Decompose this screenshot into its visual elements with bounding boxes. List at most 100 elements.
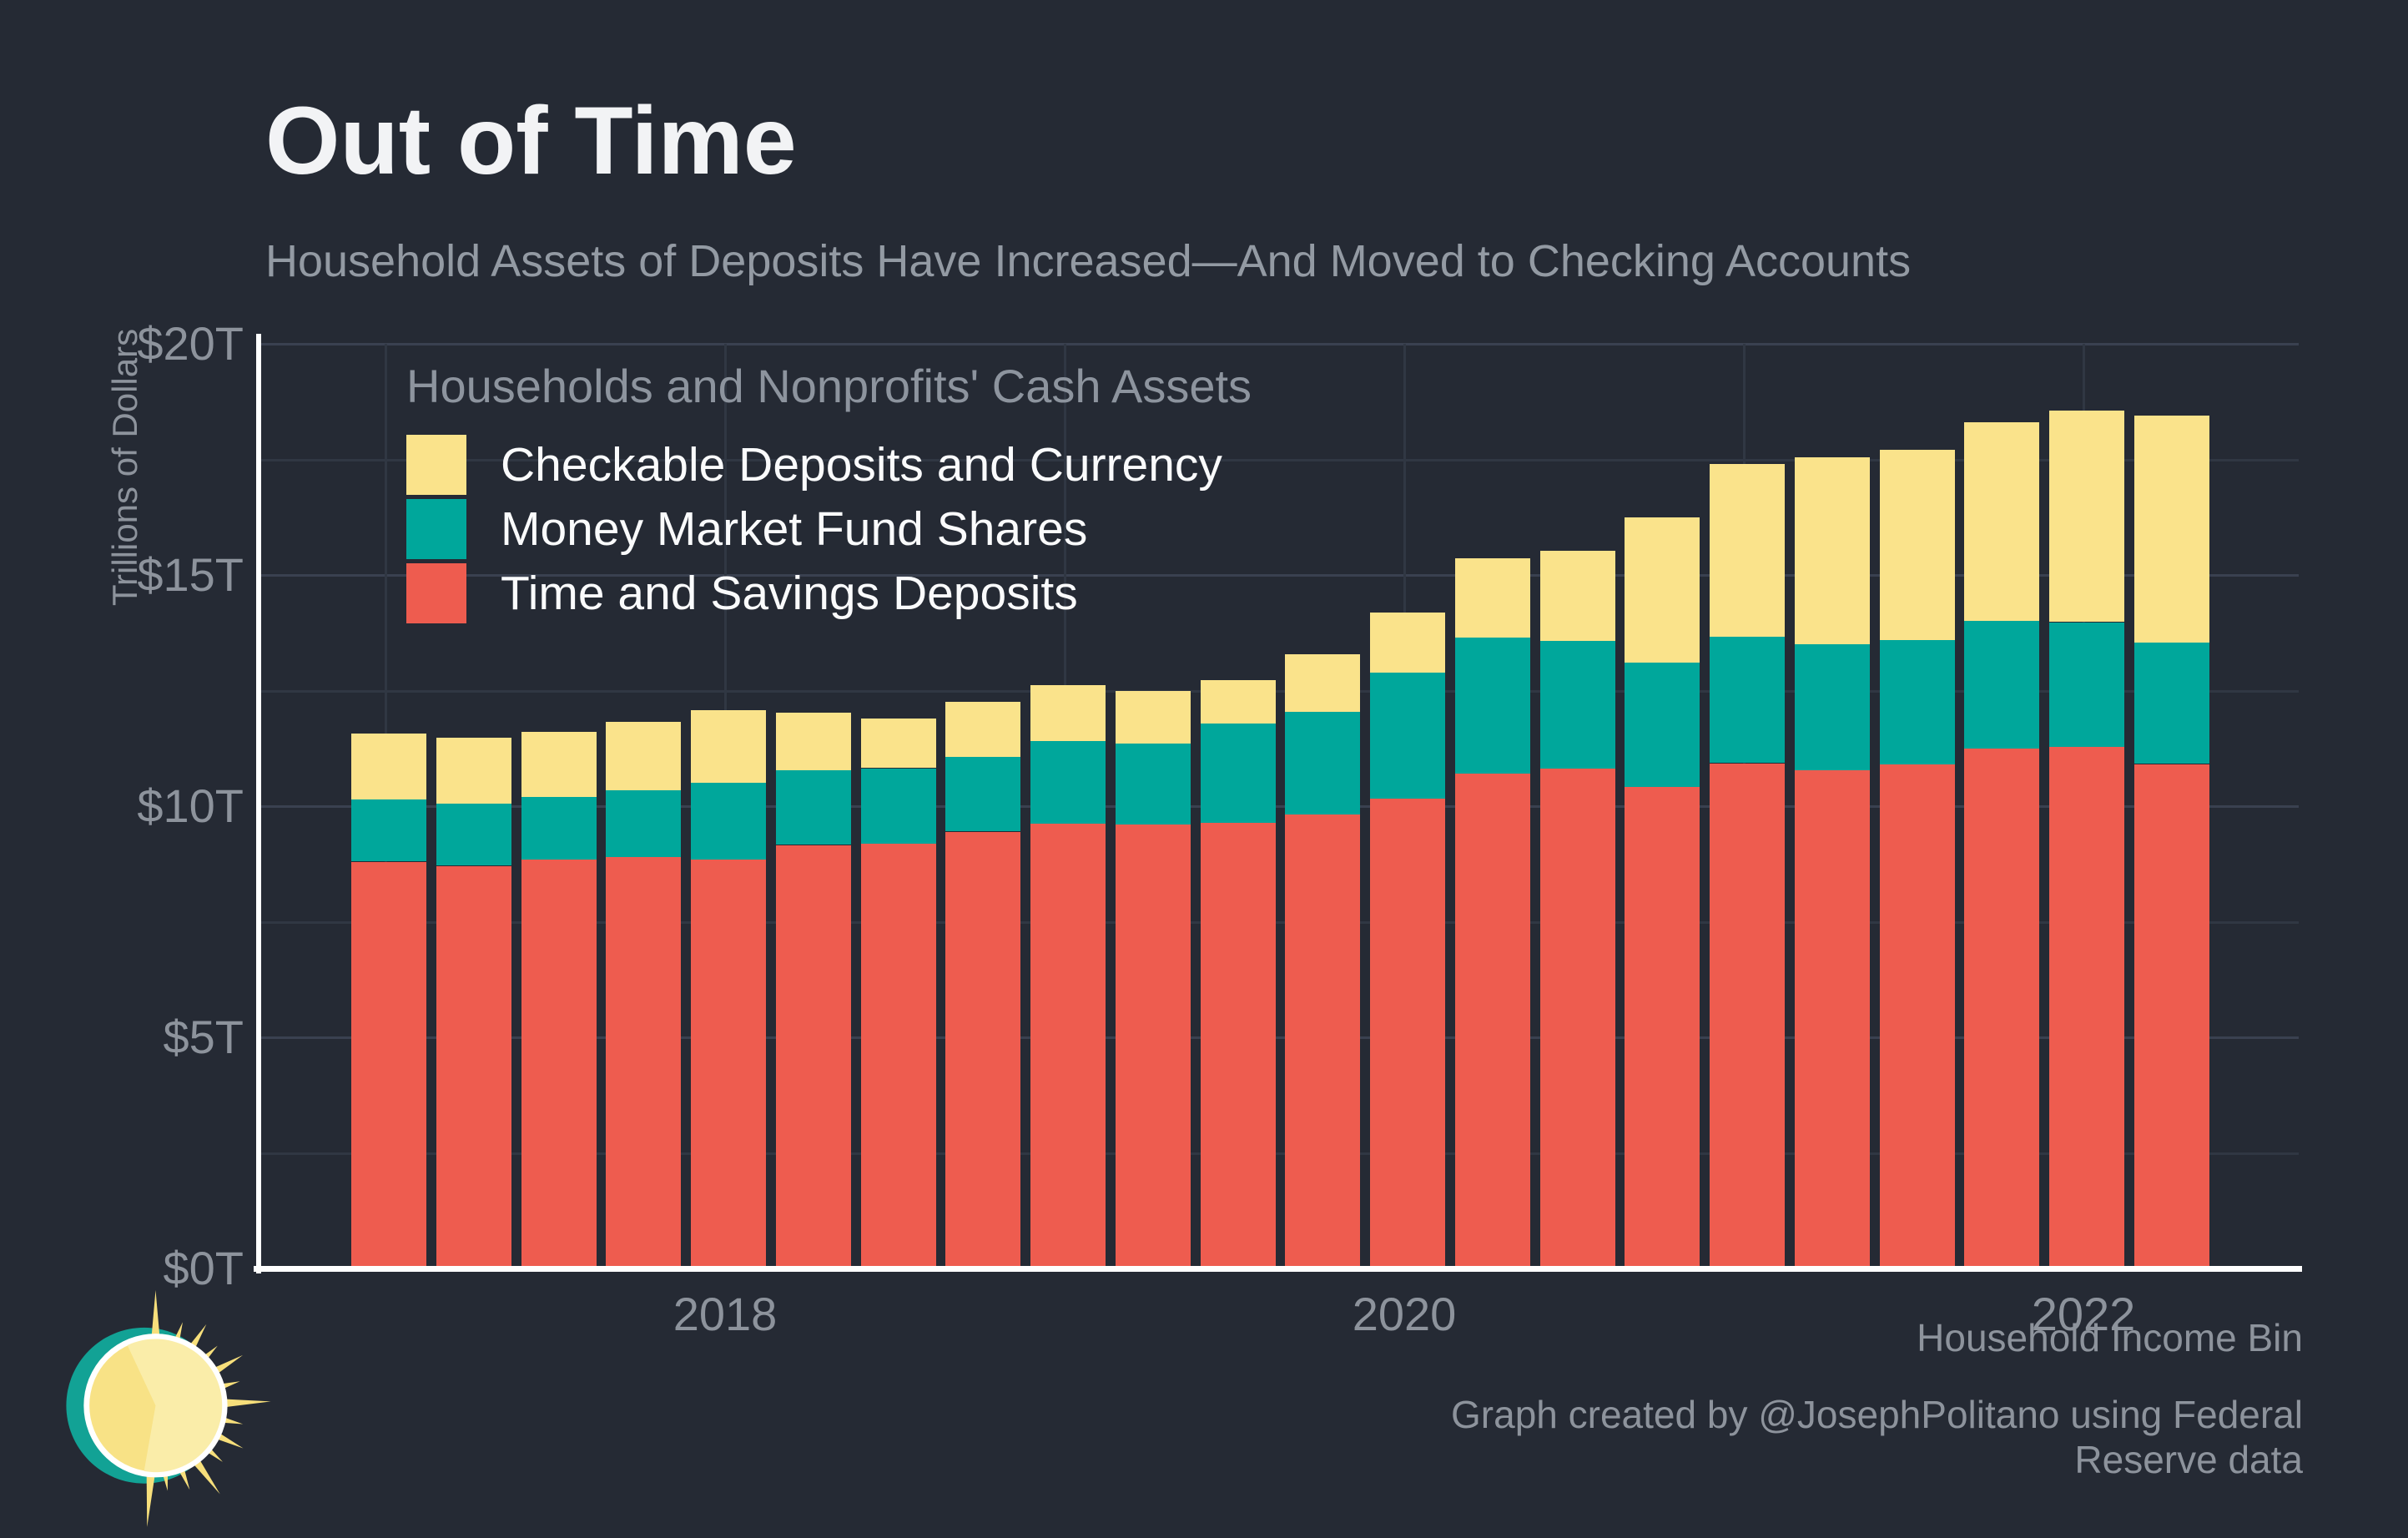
- bar-segment-checkable-deposits-and-currency: [1539, 551, 1615, 641]
- bar-segment-time-and-savings-deposits: [1454, 774, 1530, 1268]
- bar-segment-time-and-savings-deposits: [351, 861, 426, 1268]
- bar-segment-money-market-fund-shares: [945, 757, 1021, 832]
- bar-segment-time-and-savings-deposits: [1539, 769, 1615, 1268]
- bar-segment-money-market-fund-shares: [1030, 741, 1106, 824]
- bar-segment-checkable-deposits-and-currency: [521, 732, 597, 797]
- bar-segment-time-and-savings-deposits: [1115, 824, 1191, 1268]
- gridline-y: [259, 343, 2299, 345]
- bar-segment-time-and-savings-deposits: [2049, 746, 2124, 1268]
- bar-segment-money-market-fund-shares: [1710, 637, 1785, 764]
- gridline-y: [259, 574, 2299, 577]
- bar-segment-checkable-deposits-and-currency: [436, 737, 511, 804]
- bar-segment-money-market-fund-shares: [1115, 743, 1191, 824]
- bar-segment-time-and-savings-deposits: [2133, 764, 2209, 1268]
- x-tick-label: 2022: [2031, 1288, 2136, 1340]
- bar-segment-time-and-savings-deposits: [1370, 799, 1445, 1268]
- bar-segment-checkable-deposits-and-currency: [860, 718, 936, 769]
- bar-segment-checkable-deposits-and-currency: [775, 712, 851, 771]
- bar-segment-checkable-deposits-and-currency: [945, 701, 1021, 758]
- bar-segment-checkable-deposits-and-currency: [1370, 612, 1445, 673]
- bar-segment-money-market-fund-shares: [1964, 621, 2040, 749]
- y-tick-label: $20T: [137, 317, 244, 370]
- bar-segment-money-market-fund-shares: [436, 804, 511, 866]
- bar-segment-time-and-savings-deposits: [606, 856, 682, 1268]
- bar-segment-time-and-savings-deposits: [1794, 770, 1870, 1268]
- bar-segment-time-and-savings-deposits: [860, 844, 936, 1268]
- plot-panel: [254, 334, 2302, 1273]
- checkable-deposits-swatch: [406, 435, 466, 495]
- y-tick-label: $5T: [163, 1011, 244, 1063]
- legend-item-label: Time and Savings Deposits: [501, 567, 1078, 620]
- bar-segment-money-market-fund-shares: [1200, 724, 1276, 823]
- bar-segment-checkable-deposits-and-currency: [1030, 684, 1106, 742]
- legend: Households and Nonprofits' Cash Assets C…: [406, 359, 1252, 623]
- legend-item-money-market: Money Market Fund Shares: [406, 499, 1252, 559]
- gridline-y: [259, 1036, 2299, 1039]
- bar-segment-time-and-savings-deposits: [1030, 824, 1106, 1268]
- gridline-y: [259, 920, 2299, 924]
- bar-segment-checkable-deposits-and-currency: [2133, 415, 2209, 643]
- bar-segment-checkable-deposits-and-currency: [1115, 691, 1191, 744]
- bar-segment-money-market-fund-shares: [606, 789, 682, 857]
- bar-segment-money-market-fund-shares: [775, 770, 851, 845]
- y-axis-title: Trillions of Dollars: [105, 328, 144, 607]
- bar-segment-money-market-fund-shares: [521, 796, 597, 860]
- bar-segment-checkable-deposits-and-currency: [1454, 558, 1530, 638]
- money-market-swatch: [406, 499, 466, 559]
- y-tick-label: $15T: [137, 548, 244, 601]
- bar-segment-checkable-deposits-and-currency: [691, 709, 766, 784]
- bar-segment-time-and-savings-deposits: [1879, 764, 1955, 1268]
- gridline-y: [259, 1152, 2299, 1155]
- bar-segment-money-market-fund-shares: [2049, 622, 2124, 747]
- bar-segment-money-market-fund-shares: [1794, 644, 1870, 771]
- bar-segment-time-and-savings-deposits: [1200, 822, 1276, 1268]
- bar-segment-time-and-savings-deposits: [436, 865, 511, 1268]
- gridline-y: [259, 805, 2299, 808]
- legend-item-label: Money Market Fund Shares: [501, 502, 1088, 556]
- bar-segment-checkable-deposits-and-currency: [1625, 517, 1700, 663]
- bar-segment-money-market-fund-shares: [1454, 638, 1530, 774]
- bar-segment-checkable-deposits-and-currency: [351, 733, 426, 799]
- bar-segment-money-market-fund-shares: [1879, 640, 1955, 764]
- bar-segment-money-market-fund-shares: [2133, 643, 2209, 764]
- x-tick-label: 2020: [1352, 1288, 1457, 1340]
- bar-segment-time-and-savings-deposits: [1710, 763, 1785, 1268]
- bar-segment-time-and-savings-deposits: [521, 860, 597, 1268]
- time-savings-swatch: [406, 563, 466, 623]
- legend-item-time-savings: Time and Savings Deposits: [406, 563, 1252, 623]
- x-axis-line: [254, 1266, 2302, 1272]
- bar-segment-money-market-fund-shares: [1370, 673, 1445, 799]
- bar-segment-checkable-deposits-and-currency: [606, 722, 682, 790]
- gridline-y: [259, 689, 2299, 693]
- bar-segment-checkable-deposits-and-currency: [1964, 422, 2040, 622]
- bar-segment-time-and-savings-deposits: [775, 845, 851, 1268]
- bar-segment-money-market-fund-shares: [860, 768, 936, 845]
- x-tick-label: 2018: [673, 1288, 778, 1340]
- attribution-text: Graph created by @JosephPolitano using F…: [1451, 1393, 2303, 1481]
- legend-item-checkable: Checkable Deposits and Currency: [406, 435, 1252, 495]
- bar-segment-time-and-savings-deposits: [1285, 814, 1361, 1268]
- bar-segment-checkable-deposits-and-currency: [1879, 450, 1955, 641]
- page-subtitle: Household Assets of Deposits Have Increa…: [265, 236, 1912, 286]
- bar-segment-time-and-savings-deposits: [945, 831, 1021, 1268]
- y-tick-label: $10T: [137, 779, 244, 832]
- bar-segment-time-and-savings-deposits: [1625, 787, 1700, 1268]
- bar-segment-money-market-fund-shares: [1539, 640, 1615, 769]
- bar-segment-money-market-fund-shares: [1285, 712, 1361, 814]
- logo-clock-wedge: [127, 1339, 223, 1473]
- bar-segment-time-and-savings-deposits: [691, 859, 766, 1268]
- bar-segment-time-and-savings-deposits: [1964, 748, 2040, 1269]
- bar-segment-checkable-deposits-and-currency: [1200, 680, 1276, 724]
- legend-item-label: Checkable Deposits and Currency: [501, 438, 1222, 492]
- bar-segment-checkable-deposits-and-currency: [1710, 464, 1785, 638]
- bar-segment-money-market-fund-shares: [1625, 663, 1700, 788]
- bar-segment-checkable-deposits-and-currency: [2049, 411, 2124, 623]
- bar-segment-money-market-fund-shares: [691, 783, 766, 860]
- y-tick-label: $0T: [163, 1242, 244, 1294]
- bar-segment-checkable-deposits-and-currency: [1794, 456, 1870, 645]
- page-title: Out of Time: [265, 88, 797, 194]
- y-axis-line: [256, 334, 261, 1273]
- legend-title: Households and Nonprofits' Cash Assets: [406, 360, 1252, 412]
- bar-segment-money-market-fund-shares: [351, 799, 426, 862]
